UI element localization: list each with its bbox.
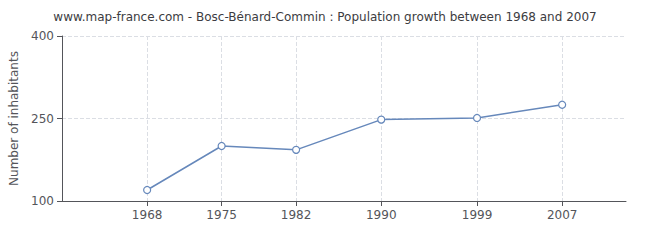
- svg-text:250: 250: [31, 112, 54, 126]
- svg-text:www.map-france.com - Bosc-Béna: www.map-france.com - Bosc-Bénard-Commin …: [53, 10, 596, 24]
- svg-text:1999: 1999: [462, 208, 493, 222]
- svg-text:2007: 2007: [547, 208, 578, 222]
- svg-text:1968: 1968: [132, 208, 163, 222]
- svg-text:1975: 1975: [206, 208, 237, 222]
- svg-text:1982: 1982: [281, 208, 312, 222]
- svg-text:1990: 1990: [366, 208, 397, 222]
- svg-text:100: 100: [31, 194, 54, 208]
- svg-text:Number of inhabitants: Number of inhabitants: [7, 51, 21, 186]
- svg-text:400: 400: [31, 29, 54, 43]
